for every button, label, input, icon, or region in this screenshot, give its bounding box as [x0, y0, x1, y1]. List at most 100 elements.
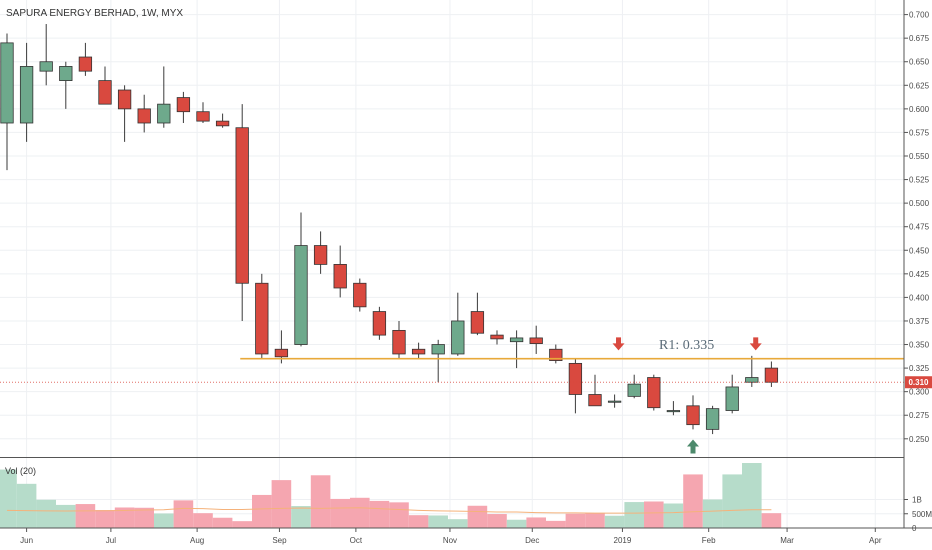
volume-bar	[193, 513, 213, 528]
volume-bar	[448, 519, 468, 528]
candle	[0, 33, 14, 171]
candle-body	[255, 282, 269, 355]
volume-ma-line	[6, 507, 772, 514]
candle	[196, 102, 210, 124]
candle	[372, 306, 387, 340]
candle	[509, 330, 524, 369]
volume-bar	[546, 520, 566, 528]
candle-body	[215, 120, 230, 127]
time-tick-label: Oct	[350, 536, 363, 545]
time-tick-label: Feb	[702, 536, 716, 545]
candle-body	[117, 89, 132, 110]
volume-bar	[310, 475, 331, 528]
candle	[19, 42, 34, 142]
volume-bars	[0, 463, 782, 528]
time-tick-label: Nov	[443, 536, 457, 545]
price-tick-label: 0.400	[909, 293, 930, 302]
candle-body	[607, 400, 622, 403]
candle	[255, 273, 269, 359]
candle-body	[294, 245, 308, 345]
candle	[117, 85, 132, 142]
price-tick-label: 0.325	[909, 364, 930, 373]
volume-bar	[487, 514, 507, 528]
candle-body	[490, 334, 504, 340]
candle-body	[372, 311, 387, 336]
volume-bar	[506, 519, 527, 528]
candle	[313, 231, 328, 274]
candle	[529, 325, 543, 354]
candle-body	[686, 405, 700, 426]
price-tick-label: 0.475	[909, 223, 930, 232]
candle-body	[647, 377, 661, 409]
candle	[647, 374, 661, 411]
volume-bar	[467, 505, 488, 528]
time-tick-label: Aug	[190, 536, 204, 545]
candle-body	[431, 344, 445, 355]
candle-body	[274, 348, 289, 358]
candle	[549, 344, 563, 364]
candle	[137, 94, 151, 133]
candle	[353, 278, 367, 312]
candle-body	[176, 97, 191, 113]
candle-body	[235, 127, 249, 284]
candle-body	[470, 311, 485, 334]
price-tick-label: 0.525	[909, 176, 930, 185]
volume-bar	[134, 507, 154, 528]
candle	[157, 66, 171, 128]
price-tick-label: 0.675	[909, 34, 930, 43]
candle-body	[353, 282, 367, 308]
volume-bar	[56, 504, 76, 528]
volume-bar	[526, 517, 546, 528]
candle-body	[137, 108, 151, 124]
candle	[705, 405, 720, 435]
candle	[725, 374, 739, 414]
down-arrow	[749, 337, 762, 351]
price-tick-label: 0.625	[909, 81, 930, 90]
candle-body	[157, 103, 171, 124]
current-price-tag	[905, 376, 932, 389]
volume-bar	[16, 483, 37, 528]
candle-body	[588, 394, 602, 407]
volume-bar	[624, 502, 644, 528]
price-tick-label: 0.450	[909, 246, 930, 255]
candle-body	[725, 386, 739, 411]
volume-bar	[761, 513, 782, 528]
candle-body	[39, 61, 53, 72]
candle-body	[333, 264, 347, 289]
volume-bar	[644, 501, 664, 528]
candle-body	[313, 245, 328, 265]
volume-bar	[75, 504, 96, 528]
volume-bar	[95, 510, 115, 528]
volume-tick-label: 500M	[912, 510, 932, 519]
volume-bar	[722, 474, 742, 528]
volume-bar	[742, 463, 762, 528]
volume-tick-label: 0	[912, 524, 917, 533]
volume-label: Vol (20)	[5, 466, 36, 476]
candle	[39, 24, 53, 86]
volume-bar	[330, 498, 350, 528]
candle	[764, 361, 779, 387]
candle-body	[568, 362, 583, 395]
candle	[686, 395, 700, 430]
volume-bar	[604, 515, 625, 528]
candle-body	[745, 377, 759, 383]
price-tick-label: 0.600	[909, 105, 930, 114]
volume-bar	[585, 512, 605, 528]
candle	[333, 245, 347, 298]
candle	[176, 91, 191, 124]
price-tick-label: 0.500	[909, 199, 930, 208]
candle-body	[0, 42, 14, 124]
volume-bar	[212, 517, 233, 528]
candle-body	[627, 383, 641, 397]
volume-bar	[291, 506, 311, 528]
price-tick-label: 0.300	[909, 388, 930, 397]
candle-body	[59, 66, 73, 81]
candle-body	[666, 410, 681, 413]
candle-body	[19, 66, 34, 124]
candle	[78, 42, 93, 76]
chart-title: SAPURA ENERGY BERHAD, 1W, MYX	[6, 8, 183, 19]
volume-bar	[428, 515, 448, 528]
current-price-label: 0.310	[908, 378, 929, 387]
